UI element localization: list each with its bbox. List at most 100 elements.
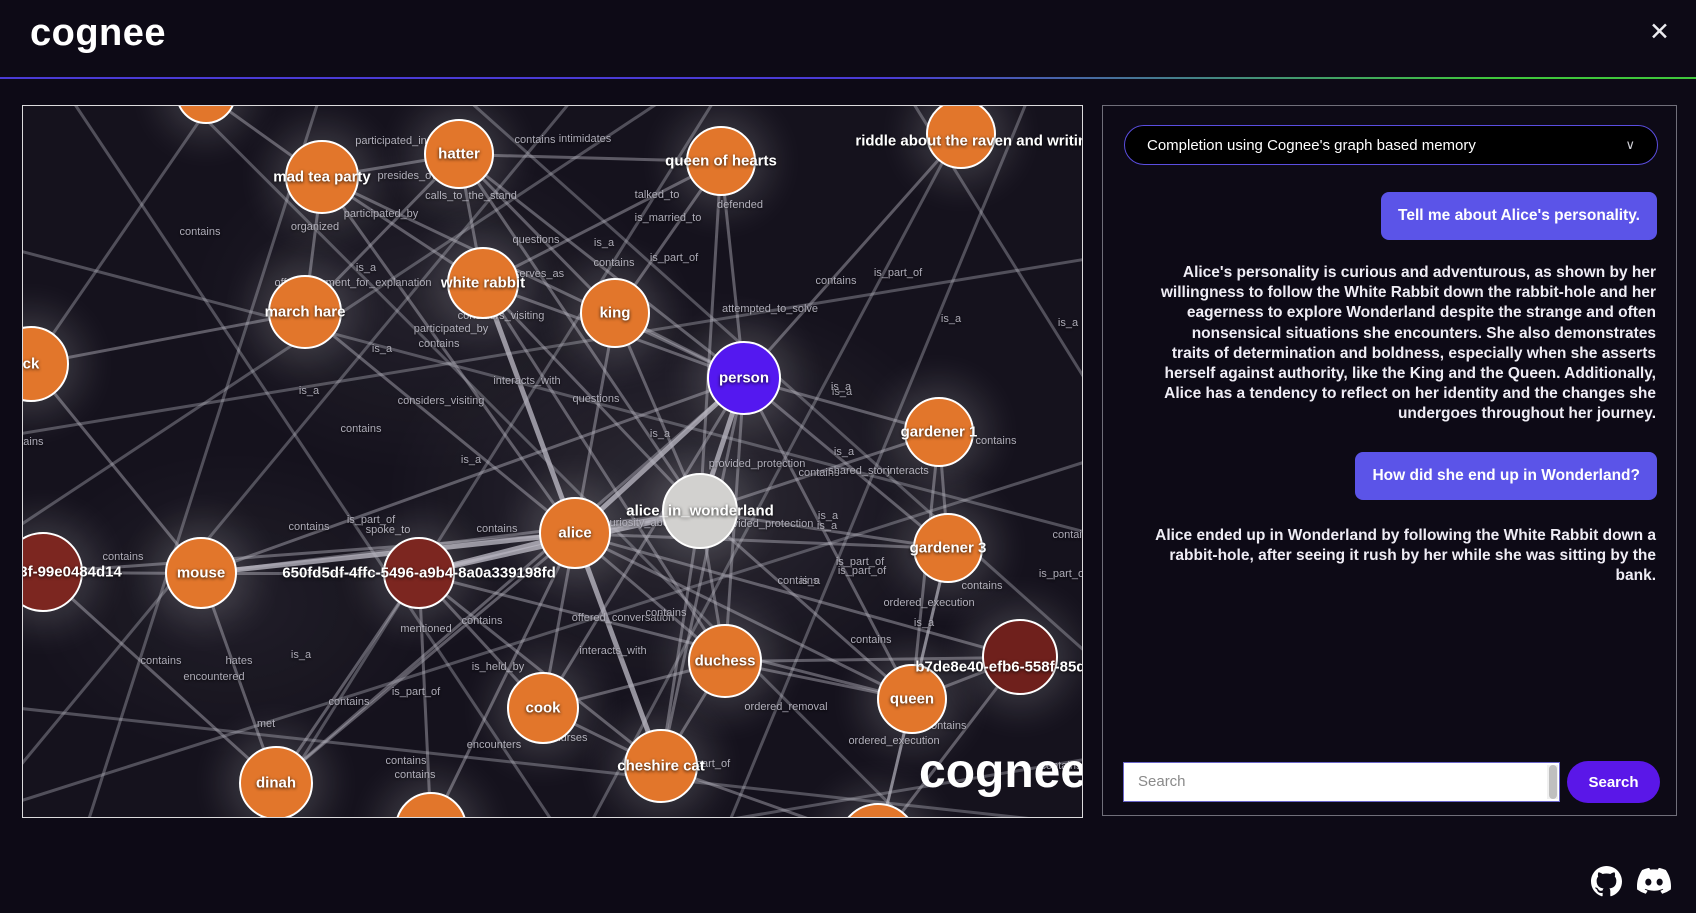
edge-label: mentioned [400, 623, 452, 635]
edge-label: attempted_to_solve [721, 303, 819, 315]
graph-node-person[interactable] [707, 341, 781, 415]
edge-label: is_a [831, 386, 853, 398]
edge-label: contains [798, 467, 840, 479]
edge-label: is_a [355, 262, 377, 274]
edge-label: contains [340, 423, 382, 435]
node-label-uuid-3ac3: 3ac3-aa3f-99e0484d14 [23, 563, 122, 581]
graph-node-mouse[interactable] [165, 537, 237, 609]
edge-label: ordered_execution [883, 597, 975, 609]
edge-label: interacts_with [493, 375, 561, 387]
search-button[interactable]: Search [1567, 761, 1660, 803]
close-icon[interactable]: ✕ [1649, 18, 1670, 46]
node-label-cook: cook [525, 699, 561, 717]
edge-label: contains [140, 655, 182, 667]
node-label-mad-tea-party: mad tea party [273, 168, 371, 186]
edge-label: serves_as [513, 268, 565, 280]
graph-node-alice[interactable] [539, 497, 611, 569]
edge-label: contains [961, 580, 1003, 592]
graph-node-uuid-650[interactable] [383, 537, 455, 609]
edge-label: offered_conversation [571, 612, 675, 624]
edge-label: encountered [183, 671, 245, 683]
edge-label: questions [572, 393, 620, 405]
edge-label: participated_by [343, 208, 419, 220]
graph-node-bottom-partial-a[interactable] [395, 792, 467, 817]
graph-node-cheshire-cat[interactable] [624, 729, 698, 803]
graph-node-queen[interactable] [877, 664, 947, 734]
graph-edge [457, 153, 702, 512]
edge-label: is_a [290, 649, 312, 661]
edge-label: is_part_of [837, 565, 887, 577]
graph-node-uuid-b7de[interactable] [982, 619, 1058, 695]
github-icon[interactable] [1591, 866, 1622, 897]
node-label-alice: alice [558, 524, 592, 542]
edge-label: is_a [298, 385, 320, 397]
edge-label: contains [23, 436, 44, 448]
header-divider [0, 77, 1696, 79]
graph-node-cook[interactable] [507, 672, 579, 744]
cognee-logo: cognee [30, 12, 167, 54]
search-placeholder: Search [1138, 773, 1186, 790]
graph-node-alice-in-wonderland[interactable] [662, 473, 738, 549]
edge-label: is_part_of [346, 514, 396, 526]
edge-label: is_part_of [873, 267, 923, 279]
graph-node-white-rabbit[interactable] [447, 247, 519, 319]
edge-label: contains [1052, 529, 1082, 541]
edge-label: is_part_of [835, 556, 885, 568]
edge-label: spoke_to [365, 524, 411, 536]
node-label-queen: queen [889, 690, 935, 708]
edge-label: contains [385, 755, 427, 767]
scrollbar-thumb[interactable] [1549, 765, 1557, 799]
node-label-cheshire-cat: cheshire cat [617, 757, 705, 775]
graph-node-march-hare[interactable] [268, 275, 342, 349]
graph-edge [742, 133, 963, 379]
edge-label: talked_to [634, 189, 680, 201]
node-label-gardener-1: gardener 1 [900, 423, 978, 441]
edge-label: questions [512, 234, 560, 246]
node-label-uuid-b7de: b7de8e40-efb6-558f-85da-63b [915, 658, 1082, 676]
graph-node-gardener-1[interactable] [904, 397, 974, 467]
user-message: Tell me about Alice's personality. [1381, 192, 1657, 240]
edge-label: is_a [817, 510, 839, 522]
graph-node-hatter[interactable] [424, 119, 494, 189]
node-label-dinah: dinah [256, 774, 296, 792]
graph-node-king[interactable] [580, 278, 650, 348]
edge-label: contains [461, 615, 503, 627]
edge-label: is_a [1057, 317, 1079, 329]
graph-node-top-partial[interactable] [176, 106, 236, 124]
edge-label: ordered_removal [744, 701, 828, 713]
edge-label: participated_by [413, 323, 489, 335]
edge-label: is_a [649, 428, 671, 440]
node-label-ck: ck [22, 355, 40, 373]
completion-mode-value: Completion using Cognee's graph based me… [1147, 136, 1476, 154]
edge-label: contains [328, 696, 370, 708]
user-message: How did she end up in Wonderland? [1355, 452, 1657, 500]
graph-node-duchess[interactable] [688, 624, 762, 698]
edge-label: contains [815, 275, 857, 287]
node-label-alice-in-wonderland: alice_in_wonderland [626, 502, 774, 520]
node-label-queen-of-hearts: queen of hearts [665, 152, 777, 170]
discord-icon[interactable] [1637, 868, 1671, 895]
chevron-down-icon: ∨ [1625, 137, 1635, 152]
edge-label: contains [476, 523, 518, 535]
edge-label: interacts_with [579, 645, 647, 657]
edge-label: encounters [466, 739, 522, 751]
search-input[interactable]: Search [1123, 762, 1560, 802]
node-label-gardener-3: gardener 3 [909, 539, 987, 557]
edge-label: contains [593, 257, 635, 269]
edge-label: provided_protection [708, 458, 806, 470]
graph-node-dinah[interactable] [239, 746, 313, 817]
edge-label: is_a [940, 313, 962, 325]
graph-node-gardener-3[interactable] [913, 513, 983, 583]
edge-label: provided_protection [716, 518, 814, 530]
edge-label: interacts [887, 465, 929, 477]
edge-label: is_held_by [471, 661, 525, 673]
graph-node-mad-tea-party[interactable] [285, 140, 359, 214]
edge-label: contains [975, 435, 1017, 447]
edge-label: is_part_of [649, 252, 699, 264]
edge-label: contains [394, 769, 436, 781]
node-label-person: person [718, 369, 770, 387]
graph-canvas[interactable]: contains participated_in contains intimidat… [22, 105, 1083, 818]
graph-node-riddle[interactable] [926, 106, 996, 169]
graph-node-queen-of-hearts[interactable] [686, 126, 756, 196]
completion-mode-select[interactable]: Completion using Cognee's graph based me… [1124, 125, 1658, 165]
